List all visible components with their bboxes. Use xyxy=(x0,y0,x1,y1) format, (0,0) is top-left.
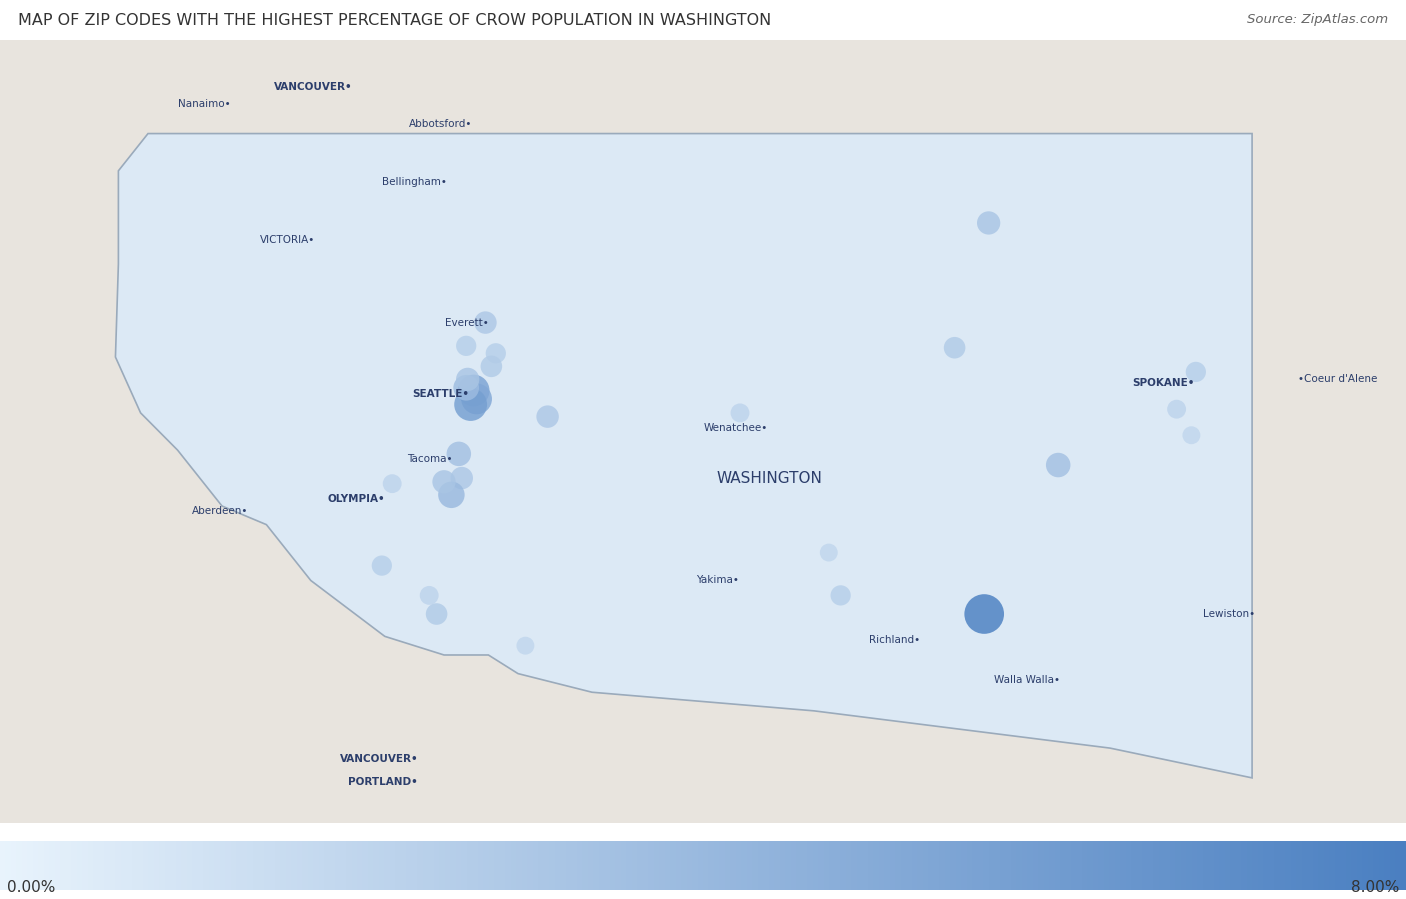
Point xyxy=(465,392,488,406)
Point xyxy=(817,546,839,560)
Point xyxy=(973,607,995,621)
Text: MAP OF ZIP CODES WITH THE HIGHEST PERCENTAGE OF CROW POPULATION IN WASHINGTON: MAP OF ZIP CODES WITH THE HIGHEST PERCEN… xyxy=(18,13,772,29)
Point xyxy=(440,487,463,502)
Point xyxy=(515,638,537,653)
Text: SEATTLE•: SEATTLE• xyxy=(412,389,470,399)
Text: Yakima•: Yakima• xyxy=(696,575,738,585)
Text: SPOKANE•: SPOKANE• xyxy=(1132,378,1194,388)
Point xyxy=(456,339,478,353)
Point xyxy=(536,409,558,423)
Polygon shape xyxy=(115,134,1253,778)
Text: Aberdeen•: Aberdeen• xyxy=(193,505,249,516)
Point xyxy=(457,372,479,387)
Point xyxy=(1180,428,1202,442)
Text: Wenatchee•: Wenatchee• xyxy=(704,423,768,432)
Point xyxy=(1047,458,1070,472)
Text: Walla Walla•: Walla Walla• xyxy=(994,675,1060,685)
Text: PORTLAND•: PORTLAND• xyxy=(349,777,418,787)
Point xyxy=(456,380,478,395)
Text: Everett•: Everett• xyxy=(444,317,488,327)
Point xyxy=(485,346,508,360)
Point xyxy=(371,558,394,573)
Point xyxy=(450,471,472,485)
Point xyxy=(463,383,485,397)
Point xyxy=(1166,402,1188,416)
Point xyxy=(830,588,852,602)
Point xyxy=(1185,365,1208,379)
Text: VANCOUVER•: VANCOUVER• xyxy=(274,82,353,92)
Text: 8.00%: 8.00% xyxy=(1351,879,1399,895)
Point xyxy=(474,316,496,330)
Point xyxy=(447,447,470,461)
Point xyxy=(433,475,456,489)
Point xyxy=(479,359,502,373)
Text: Bellingham•: Bellingham• xyxy=(382,177,447,187)
Point xyxy=(728,405,751,420)
Point xyxy=(381,476,404,491)
Point xyxy=(426,607,449,621)
Point xyxy=(943,341,966,355)
Text: 0.00%: 0.00% xyxy=(7,879,55,895)
Text: OLYMPIA•: OLYMPIA• xyxy=(328,494,385,503)
Text: •Coeur d'Alene: •Coeur d'Alene xyxy=(1298,374,1378,385)
Point xyxy=(460,397,482,412)
Text: Abbotsford•: Abbotsford• xyxy=(409,120,472,129)
Text: Lewiston•: Lewiston• xyxy=(1204,609,1256,619)
Text: Tacoma•: Tacoma• xyxy=(408,455,453,465)
Text: VANCOUVER•: VANCOUVER• xyxy=(340,754,418,764)
Point xyxy=(977,216,1000,230)
Point xyxy=(418,588,440,602)
Text: Richland•: Richland• xyxy=(869,635,921,645)
Text: WASHINGTON: WASHINGTON xyxy=(717,470,823,485)
Text: VICTORIA•: VICTORIA• xyxy=(260,235,315,245)
Text: Source: ZipAtlas.com: Source: ZipAtlas.com xyxy=(1247,13,1388,26)
Text: Nanaimo•: Nanaimo• xyxy=(179,99,231,109)
